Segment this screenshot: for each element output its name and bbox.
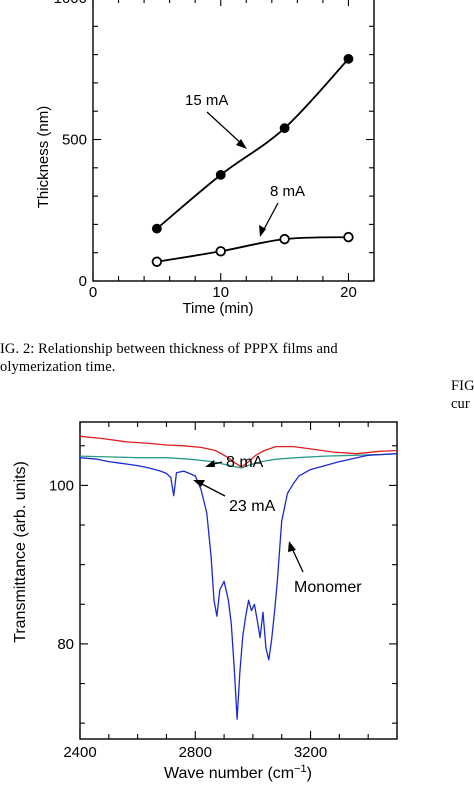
thickness-y-tick-label: 500 [62,132,87,149]
thickness-point-0 [279,123,290,134]
thickness-y-axis-label: Thickness (nm) [35,106,52,209]
thickness-y-tick-label: 1000 [54,0,87,7]
ir-chart-axes: 2400 2800 3200 80 100 [49,421,398,761]
ir-y-tick-label: 80 [57,636,74,653]
next-column-line-2: cur [451,396,470,412]
ir-x-axis-label-end: ) [307,765,312,782]
thickness-point-0 [215,169,226,180]
ir-series-line-1 [79,453,398,469]
arrowhead-8ma [259,225,266,237]
arrowhead-15ma [236,139,247,149]
thickness-x-tick-label: 10 [212,284,229,301]
caption-line-2: olymerization time. [0,359,116,375]
thickness-series-line-1 [156,236,349,263]
arrow-8ma [261,202,279,234]
thickness-series-line-0 [156,58,350,230]
ir-arrowhead-23ma [193,480,205,487]
ir-y-tick-label: 100 [49,477,74,494]
ir-label-23ma: 23 mA [229,498,276,515]
ir-series-line-2 [79,453,398,720]
ir-x-tick-label: 3200 [294,744,327,761]
ir-plot-frame [79,421,398,740]
ir-chart-marks [79,435,398,720]
label-8ma: 8 mA [270,183,305,200]
ir-x-axis-label-sup: −1 [294,763,307,775]
ir-label-monomer: Monomer [294,579,362,596]
thickness-x-axis-label: Time (min) [182,300,253,317]
thickness-point-1 [151,256,163,267]
ir-arrowhead-8ma [205,460,215,467]
figure-2-caption: IG. 2: Relationship between thickness of… [0,340,338,376]
next-column-line-1: FIG [451,378,474,394]
thickness-x-tick-label: 0 [89,284,97,301]
thickness-chart-marks [151,53,354,267]
thickness-chart: 0102005001000 Time (min) Thickness (nm) … [35,0,375,317]
ir-x-axis-label: Wave number (cm−1) [164,763,312,782]
label-15ma: 15 mA [185,92,228,109]
thickness-y-tick-label: 0 [79,273,87,290]
thickness-x-tick-label: 20 [340,284,357,301]
thickness-point-1 [343,231,354,243]
ir-arrowhead-monomer [288,541,296,552]
arrow-15ma [206,111,245,147]
ir-x-tick-label: 2800 [179,744,212,761]
next-column-fragment: FIG cur [451,377,474,413]
thickness-point-1 [279,233,290,245]
ir-label-8ma: 8 mA [226,454,264,471]
caption-line-1: IG. 2: Relationship between thickness of… [0,341,338,357]
ir-series-line-0 [79,435,398,468]
ir-y-axis-label: Transmittance (arb. units) [12,461,29,643]
ir-x-tick-label: 2400 [63,744,96,761]
ir-x-axis-label-main: Wave number (cm [164,765,294,782]
thickness-annotation-arrows [206,111,279,237]
thickness-chart-axes: 0 10 20 0 500 1000 [54,0,375,301]
thickness-point-0 [343,53,354,64]
ir-annotation-arrows [193,460,304,573]
thickness-point-0 [151,223,162,234]
thickness-point-1 [215,246,226,257]
